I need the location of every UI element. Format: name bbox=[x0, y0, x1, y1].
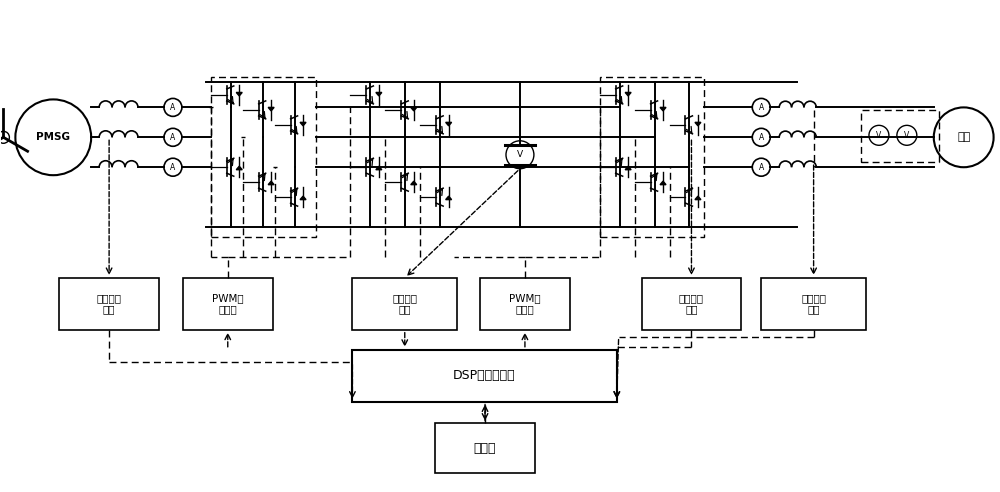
Text: PWM脉
冲信号: PWM脉 冲信号 bbox=[509, 293, 541, 315]
Polygon shape bbox=[660, 181, 666, 184]
Text: 电网电压
捕获: 电网电压 捕获 bbox=[801, 293, 826, 315]
Bar bbox=[352, 278, 457, 330]
Text: A: A bbox=[170, 133, 176, 142]
Polygon shape bbox=[625, 92, 631, 96]
Text: 输入电流
捕获: 输入电流 捕获 bbox=[97, 293, 122, 315]
Text: DSP运算处理器: DSP运算处理器 bbox=[453, 369, 516, 382]
Bar bbox=[435, 424, 535, 473]
Text: PWM脉
冲信号: PWM脉 冲信号 bbox=[212, 293, 244, 315]
Bar bbox=[59, 278, 159, 330]
Polygon shape bbox=[660, 107, 666, 111]
Bar bbox=[861, 110, 939, 162]
Polygon shape bbox=[411, 107, 417, 111]
Polygon shape bbox=[695, 196, 701, 200]
Polygon shape bbox=[268, 107, 274, 111]
Text: A: A bbox=[170, 103, 176, 112]
Polygon shape bbox=[411, 181, 417, 184]
Polygon shape bbox=[446, 123, 452, 126]
Text: A: A bbox=[759, 163, 764, 172]
Bar bbox=[211, 77, 316, 237]
Bar bbox=[761, 278, 866, 330]
Bar bbox=[642, 278, 741, 330]
Text: 母线电压
捕获: 母线电压 捕获 bbox=[392, 293, 417, 315]
Text: A: A bbox=[170, 163, 176, 172]
Text: V: V bbox=[876, 131, 882, 140]
Polygon shape bbox=[300, 196, 306, 200]
Text: 输出电流
捕获: 输出电流 捕获 bbox=[679, 293, 704, 315]
Polygon shape bbox=[446, 196, 452, 200]
Text: A: A bbox=[759, 133, 764, 142]
Polygon shape bbox=[376, 92, 382, 96]
Bar bbox=[480, 278, 570, 330]
Bar bbox=[600, 77, 704, 237]
Text: 上位机: 上位机 bbox=[474, 442, 496, 455]
Polygon shape bbox=[236, 166, 242, 170]
Text: A: A bbox=[759, 103, 764, 112]
Text: V: V bbox=[904, 131, 909, 140]
Text: 电网: 电网 bbox=[957, 132, 970, 142]
Polygon shape bbox=[695, 123, 701, 126]
Bar bbox=[183, 278, 273, 330]
Polygon shape bbox=[625, 166, 631, 170]
Text: PMSG: PMSG bbox=[36, 132, 70, 142]
Polygon shape bbox=[300, 123, 306, 126]
Text: V: V bbox=[517, 150, 523, 159]
Polygon shape bbox=[376, 166, 382, 170]
Polygon shape bbox=[236, 92, 242, 96]
Polygon shape bbox=[268, 181, 274, 184]
Bar bbox=[352, 350, 617, 401]
